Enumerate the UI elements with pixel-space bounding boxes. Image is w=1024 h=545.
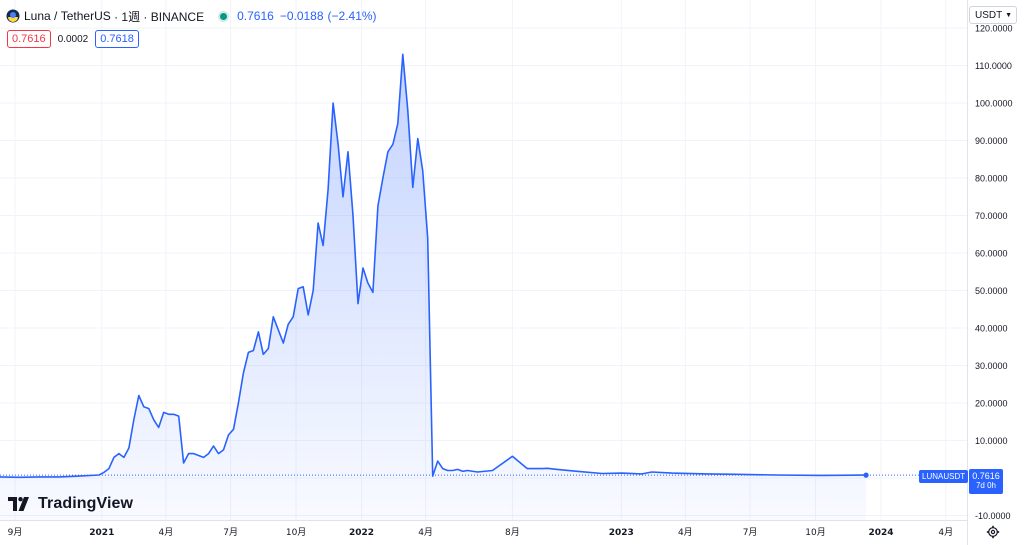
time-axis-label: 4月 — [158, 527, 173, 538]
ask-price[interactable]: 0.7618 — [95, 30, 139, 48]
spread-value: 0.0002 — [57, 33, 89, 45]
luna-logo-icon — [6, 9, 20, 23]
time-axis-label: 9月 — [8, 527, 23, 538]
time-axis-label: 2022 — [349, 528, 374, 538]
chart-legend: Luna / TetherUS · 1週 · BINANCE 0.7616 −0… — [0, 0, 968, 52]
time-axis-label: 10月 — [805, 527, 825, 538]
bid-ask-row: 0.7616 0.0002 0.7618 — [7, 30, 139, 48]
symbol-name[interactable]: Luna — [24, 9, 51, 23]
price-axis-labels: -10.0000 10.0000 20.0000 30.0000 40.0000 50.0… — [975, 24, 1013, 522]
symbol-separator: / — [50, 9, 61, 23]
bid-price[interactable]: 0.7616 — [7, 30, 51, 48]
time-axis-label: 4月 — [418, 527, 433, 538]
currency-selector[interactable]: USDT ▼ — [969, 6, 1017, 24]
price-change-percent: (−2.41%) — [327, 9, 377, 23]
price-axis-label: 20.0000 — [975, 399, 1008, 409]
symbol-price-badge: LUNAUSDT — [919, 470, 969, 483]
price-axis-divider — [967, 0, 968, 545]
time-axis-label: 2024 — [868, 528, 893, 538]
bar-countdown: 7d 0h — [975, 481, 997, 490]
last-price-tag-value: 0.7616 — [972, 471, 1000, 481]
price-axis-label: 40.0000 — [975, 324, 1008, 334]
price-line — [0, 53, 867, 479]
price-axis-label: 30.0000 — [975, 361, 1008, 371]
chart-grid — [0, 0, 967, 520]
symbol-row: Luna / TetherUS · 1週 · BINANCE 0.7616 −0… — [6, 8, 377, 24]
price-axis-label: 10.0000 — [975, 436, 1008, 446]
time-axis-label: 7月 — [223, 527, 238, 538]
time-axis-label: 4月 — [938, 527, 953, 538]
time-axis-label: 10月 — [286, 527, 306, 538]
time-axis-label: 7月 — [743, 527, 758, 538]
tradingview-watermark[interactable]: TradingView — [8, 495, 133, 513]
quote-currency[interactable]: TetherUS — [60, 9, 111, 23]
price-axis-label: 120.0000 — [975, 24, 1013, 34]
price-area-fill — [0, 54, 867, 520]
chevron-down-icon: ▼ — [1005, 11, 1012, 19]
time-axis-labels: 9月 2021 4月 7月 10月 2022 4月 8月 2023 4月 7月 10月 2024 4月 — [8, 527, 953, 538]
interval-exchange: · 1週 · BINANCE — [110, 9, 205, 24]
time-axis-label: 8月 — [505, 527, 520, 538]
tradingview-logo-icon — [8, 497, 29, 511]
watermark-text: TradingView — [38, 495, 134, 512]
gear-icon[interactable] — [986, 525, 1000, 539]
price-axis-label: 90.0000 — [975, 136, 1008, 146]
time-axis-label: 2023 — [609, 528, 634, 538]
currency-label: USDT — [975, 9, 1003, 21]
time-axis-label: 2021 — [89, 528, 114, 538]
market-status-icon — [220, 12, 228, 20]
price-axis-label: 50.0000 — [975, 286, 1008, 296]
last-price-tag: 0.7616 7d 0h — [969, 469, 1003, 494]
price-axis-label: 80.0000 — [975, 174, 1008, 184]
price-change: −0.0188 — [279, 9, 324, 23]
price-axis-label: 100.0000 — [975, 99, 1013, 109]
last-price: 0.7616 — [237, 9, 274, 23]
price-axis-label: -10.0000 — [975, 511, 1011, 521]
price-axis-label: 110.0000 — [975, 61, 1012, 71]
price-axis-label: 60.0000 — [975, 249, 1008, 259]
time-axis-label: 4月 — [678, 527, 693, 538]
last-price-point — [863, 472, 869, 478]
time-axis-divider — [0, 520, 967, 521]
price-axis-label: 70.0000 — [975, 211, 1008, 221]
